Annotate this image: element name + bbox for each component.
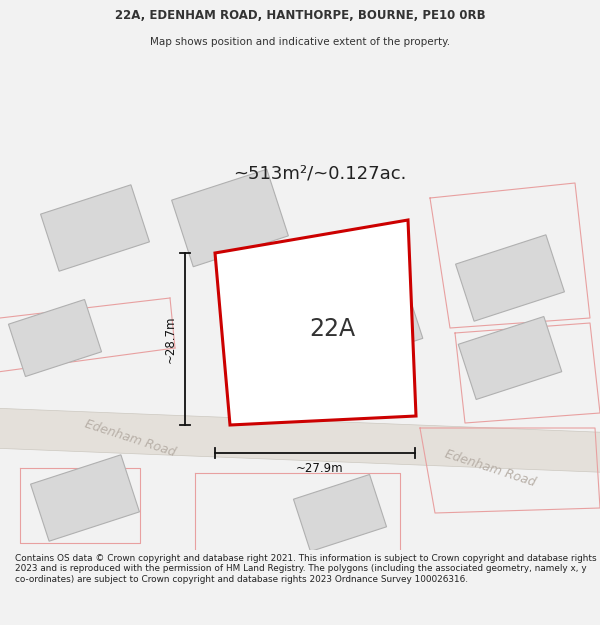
Polygon shape xyxy=(172,169,289,267)
Polygon shape xyxy=(215,220,416,425)
Polygon shape xyxy=(8,299,101,376)
Polygon shape xyxy=(41,185,149,271)
Polygon shape xyxy=(293,474,386,551)
Text: Contains OS data © Crown copyright and database right 2021. This information is : Contains OS data © Crown copyright and d… xyxy=(15,554,596,584)
Text: Edenham Road: Edenham Road xyxy=(443,447,537,489)
Text: Map shows position and indicative extent of the property.: Map shows position and indicative extent… xyxy=(150,38,450,48)
Text: 22A: 22A xyxy=(309,316,355,341)
Polygon shape xyxy=(455,235,565,321)
Polygon shape xyxy=(31,455,139,541)
Text: 22A, EDENHAM ROAD, HANTHORPE, BOURNE, PE10 0RB: 22A, EDENHAM ROAD, HANTHORPE, BOURNE, PE… xyxy=(115,9,485,22)
Text: ~28.7m: ~28.7m xyxy=(163,315,176,362)
Text: Edenham Road: Edenham Road xyxy=(83,417,177,459)
Text: ~27.9m: ~27.9m xyxy=(296,462,344,476)
Polygon shape xyxy=(458,316,562,399)
Polygon shape xyxy=(0,408,600,473)
Text: ~513m²/~0.127ac.: ~513m²/~0.127ac. xyxy=(233,164,407,182)
Polygon shape xyxy=(297,274,423,372)
